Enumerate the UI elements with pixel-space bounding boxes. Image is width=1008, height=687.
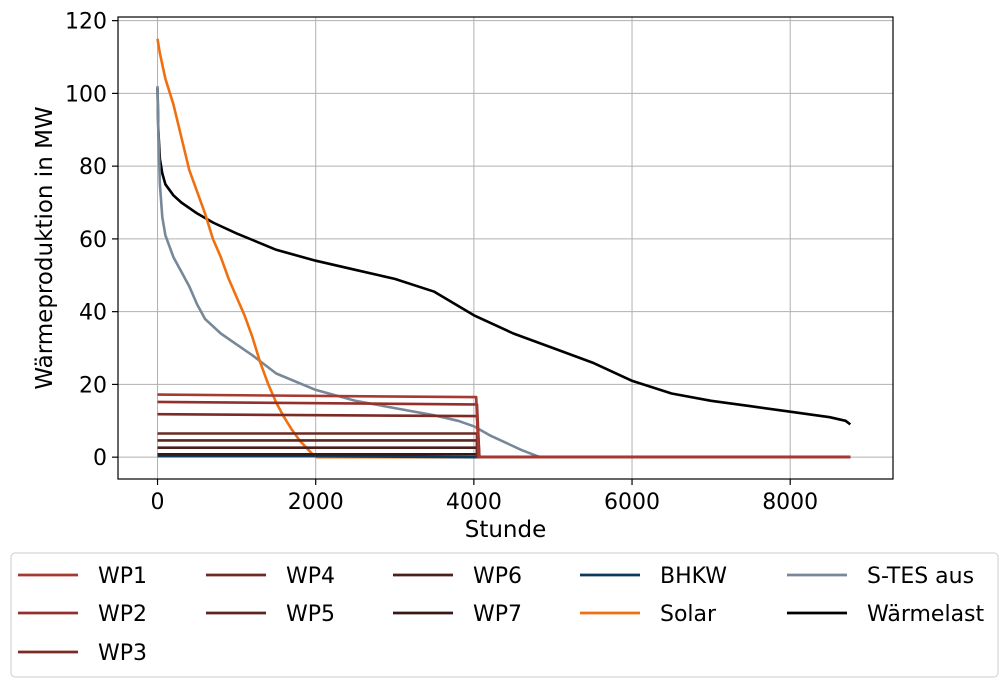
- legend-label-wp5: WP5: [286, 602, 335, 627]
- series-line-wärmelast: [158, 88, 851, 425]
- legend: WP1 WP2 WP3 WP4 WP5 WP6 WP7 BHKW Solar S-TES aus W…: [11, 553, 998, 677]
- x-tick-label: 6000: [604, 490, 660, 515]
- legend-label-wp6: WP6: [473, 564, 522, 589]
- x-tick-label: 4000: [446, 490, 502, 515]
- legend-label-bhkw: BHKW: [660, 564, 727, 589]
- legend-label-wp3: WP3: [98, 641, 147, 666]
- y-tick-label: 0: [93, 446, 107, 471]
- legend-label-solar: Solar: [660, 602, 717, 627]
- legend-label-s-tes-aus: S-TES aus: [867, 564, 974, 589]
- y-tick-label: 60: [79, 228, 107, 253]
- y-tick-label: 20: [79, 373, 107, 398]
- y-tick-label: 40: [79, 301, 107, 326]
- x-tick-label: 2000: [288, 490, 344, 515]
- x-axis-label: Stunde: [465, 517, 547, 543]
- x-tick-label: 8000: [762, 490, 818, 515]
- y-axis-label: Wärmeproduktion in MW: [32, 106, 58, 389]
- legend-label-wärmelast: Wärmelast: [867, 602, 985, 627]
- legend-label-wp2: WP2: [98, 602, 147, 627]
- series-line-wp3: [158, 414, 851, 457]
- legend-label-wp4: WP4: [286, 564, 335, 589]
- series-lines: [158, 39, 851, 457]
- y-tick-label: 100: [65, 82, 107, 107]
- y-tick-label: 80: [79, 155, 107, 180]
- legend-label-wp1: WP1: [98, 564, 147, 589]
- x-tick-label: 0: [151, 490, 165, 515]
- legend-label-wp7: WP7: [473, 602, 522, 627]
- y-tick-label: 120: [65, 10, 107, 35]
